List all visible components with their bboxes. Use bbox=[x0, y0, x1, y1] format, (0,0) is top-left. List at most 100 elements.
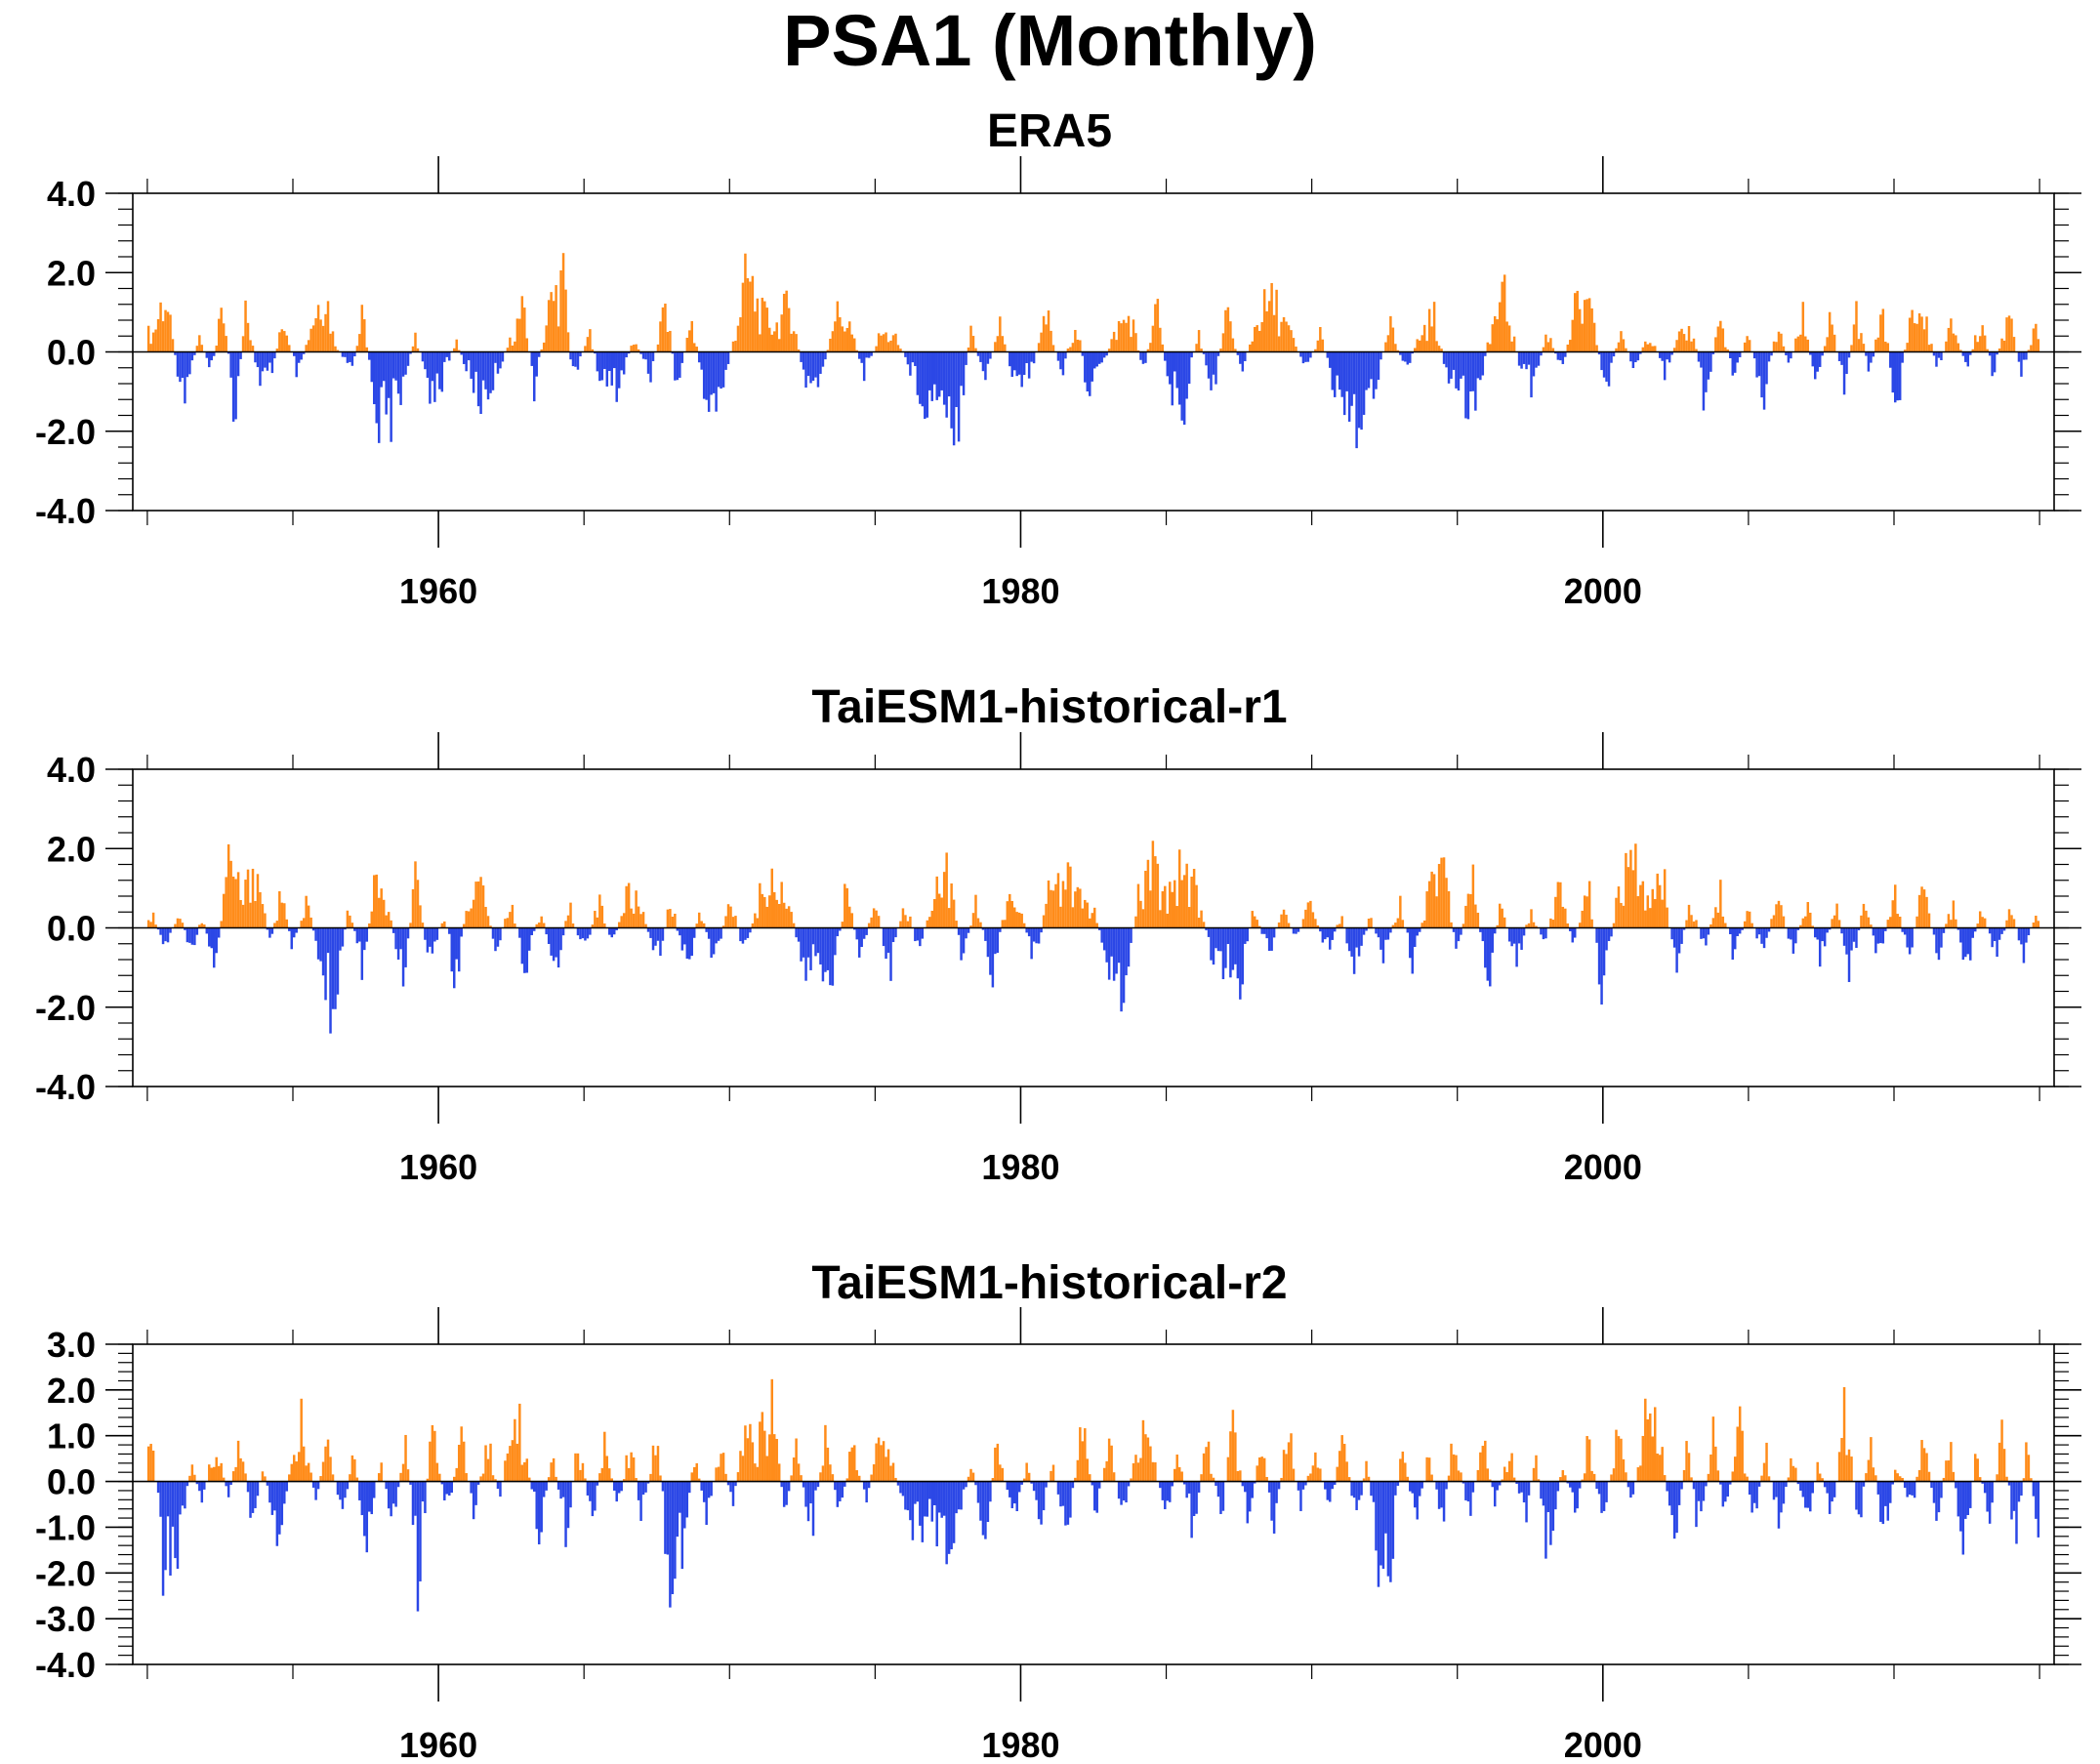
bar bbox=[1862, 903, 1866, 928]
bar bbox=[329, 927, 332, 1034]
bar bbox=[1757, 927, 1761, 935]
bar bbox=[264, 913, 267, 928]
bar bbox=[1501, 281, 1503, 352]
bar bbox=[1666, 1481, 1668, 1492]
bar bbox=[1040, 332, 1043, 352]
bar bbox=[2015, 1481, 2018, 1544]
bar bbox=[1484, 927, 1487, 968]
bar bbox=[2020, 1481, 2023, 1497]
bar bbox=[491, 927, 495, 939]
bar bbox=[1050, 330, 1052, 352]
bar bbox=[1857, 927, 1861, 930]
bar bbox=[460, 351, 463, 355]
bar bbox=[909, 1481, 912, 1521]
bar bbox=[605, 1456, 609, 1482]
bar bbox=[515, 1443, 519, 1482]
bar bbox=[1746, 1476, 1749, 1482]
bar bbox=[1738, 1406, 1742, 1482]
bar bbox=[710, 927, 713, 959]
bar bbox=[1855, 927, 1858, 948]
bar bbox=[1081, 1441, 1085, 1482]
bar bbox=[280, 1481, 284, 1526]
bar bbox=[926, 920, 929, 928]
bar bbox=[850, 1447, 853, 1482]
bar bbox=[1134, 916, 1137, 928]
bar bbox=[564, 921, 567, 928]
bar bbox=[525, 1458, 529, 1482]
bar bbox=[1416, 927, 1419, 936]
bar bbox=[986, 351, 990, 364]
bar bbox=[1762, 1462, 1766, 1482]
bar bbox=[273, 923, 276, 928]
bar bbox=[693, 343, 696, 352]
bar bbox=[1020, 351, 1023, 388]
bar bbox=[1452, 1454, 1456, 1482]
bar bbox=[1583, 1473, 1586, 1482]
bar bbox=[499, 1481, 502, 1497]
bar bbox=[1816, 927, 1819, 940]
bar bbox=[804, 1481, 807, 1507]
bar bbox=[311, 325, 315, 352]
bar bbox=[489, 925, 492, 928]
bar bbox=[635, 344, 638, 352]
bar bbox=[1257, 925, 1261, 928]
bar bbox=[1874, 1475, 1877, 1482]
bar bbox=[445, 351, 449, 357]
bar bbox=[1125, 322, 1128, 352]
bar bbox=[1821, 927, 1824, 942]
bar bbox=[1658, 1455, 1662, 1482]
bar bbox=[1680, 328, 1683, 352]
bar bbox=[1950, 318, 1953, 352]
bar bbox=[1299, 351, 1302, 357]
bar bbox=[1587, 881, 1591, 928]
bar bbox=[494, 351, 497, 363]
bar bbox=[1682, 927, 1686, 930]
bar bbox=[151, 1450, 155, 1482]
bar bbox=[213, 1466, 216, 1482]
bar bbox=[1610, 927, 1613, 937]
bar bbox=[1911, 927, 1914, 948]
bar bbox=[1391, 327, 1395, 352]
bar bbox=[960, 351, 963, 387]
bar bbox=[1734, 1456, 1737, 1482]
bar bbox=[1130, 337, 1132, 352]
bar bbox=[1277, 1481, 1281, 1490]
bar bbox=[159, 302, 162, 352]
bar bbox=[528, 927, 531, 951]
bar bbox=[1210, 927, 1213, 961]
bar bbox=[826, 1447, 830, 1482]
bar bbox=[1001, 920, 1005, 928]
bar bbox=[1746, 336, 1749, 352]
bar bbox=[2010, 915, 2013, 928]
bar bbox=[965, 927, 968, 939]
bar bbox=[632, 1456, 636, 1482]
bar bbox=[185, 927, 189, 943]
bar bbox=[802, 927, 805, 958]
bar bbox=[1169, 1481, 1172, 1502]
bar bbox=[1182, 1481, 1186, 1485]
bar bbox=[1212, 1477, 1215, 1482]
bar bbox=[1207, 351, 1211, 379]
bar bbox=[329, 333, 332, 352]
bar bbox=[1350, 1481, 1353, 1497]
bar bbox=[1435, 896, 1438, 928]
bar bbox=[962, 927, 966, 954]
bar bbox=[1561, 906, 1565, 928]
bar bbox=[1661, 351, 1664, 361]
bar bbox=[955, 351, 958, 407]
bar bbox=[470, 908, 473, 928]
bar bbox=[1950, 920, 1953, 928]
bar bbox=[1089, 918, 1091, 928]
bar bbox=[2027, 349, 2031, 352]
bar bbox=[996, 336, 1000, 352]
bar bbox=[1285, 1454, 1288, 1482]
bar bbox=[603, 1431, 606, 1482]
bar bbox=[1079, 1427, 1082, 1482]
bar bbox=[1986, 349, 1989, 352]
bar bbox=[1174, 1468, 1176, 1482]
bar bbox=[867, 1481, 871, 1489]
bar bbox=[1507, 1460, 1511, 1482]
bar bbox=[899, 921, 902, 928]
bar bbox=[1639, 351, 1642, 354]
bar bbox=[1045, 324, 1048, 352]
